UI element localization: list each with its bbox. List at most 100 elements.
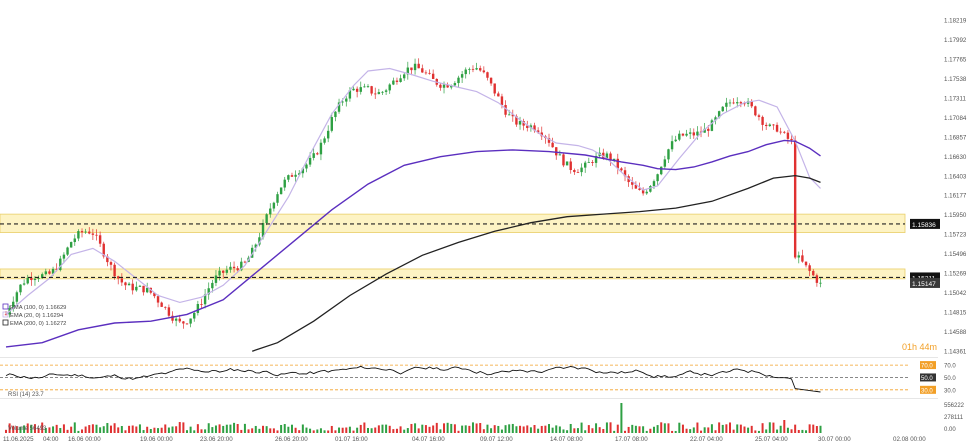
candle-body xyxy=(117,276,120,279)
candle-body xyxy=(631,182,634,185)
candle-body xyxy=(551,142,554,148)
volume-bar xyxy=(493,425,496,433)
candle-body xyxy=(605,153,609,159)
volume-bar xyxy=(272,428,275,433)
volume-bar xyxy=(580,422,583,433)
volume-bar xyxy=(464,425,467,433)
candle-body xyxy=(638,188,641,190)
volume-bar xyxy=(573,428,576,433)
volume-bar xyxy=(533,425,536,433)
candle-body xyxy=(565,161,569,166)
volume-bar xyxy=(363,422,366,433)
volume-bar xyxy=(725,424,728,433)
volume-bar xyxy=(634,425,637,433)
candle-body xyxy=(120,278,124,283)
legend-entry: EMA (100, 0) 1.16629 xyxy=(10,305,66,311)
candle-body xyxy=(645,191,648,194)
volume-bar xyxy=(739,424,742,433)
volume-bar xyxy=(88,425,91,433)
volume-bar xyxy=(95,424,98,433)
volume-bar xyxy=(613,430,616,433)
price-tick: 1.14361 xyxy=(944,348,967,355)
volume-bar xyxy=(819,425,822,433)
candle-body xyxy=(410,67,413,71)
volume-bar xyxy=(548,424,550,433)
candle-body xyxy=(330,117,333,131)
volume-bar xyxy=(138,424,141,433)
price-pane[interactable] xyxy=(0,58,906,352)
volume-axis-tick: 0.00 xyxy=(944,427,956,433)
volume-bar xyxy=(193,430,196,433)
price-tick: 1.15042 xyxy=(944,290,967,297)
bar-countdown: 01h 44m xyxy=(902,342,937,352)
candle-body xyxy=(229,266,232,270)
price-tick: 1.16403 xyxy=(944,173,967,180)
candle-body xyxy=(124,282,127,286)
candle-body xyxy=(457,77,460,84)
volume-bar xyxy=(414,423,417,433)
volume-bar xyxy=(519,425,522,433)
candle-body xyxy=(678,133,681,140)
volume-bar xyxy=(377,425,380,433)
time-tick: 11.06.2025 xyxy=(3,436,34,443)
volume-bar xyxy=(689,429,692,433)
volume-bar xyxy=(345,427,348,433)
volume-bar xyxy=(251,428,254,433)
candle-body xyxy=(323,138,326,143)
candle-body xyxy=(88,231,91,234)
volume-bar xyxy=(403,429,406,433)
volume-bar xyxy=(55,424,58,433)
price-axis[interactable]: 1.18219 1.17992 1.17765 1.17538 1.17311 1.170… xyxy=(944,18,967,356)
candle-body xyxy=(663,159,667,167)
price-tick: 1.14815 xyxy=(944,309,967,316)
volume-bar xyxy=(316,429,319,433)
time-tick: 04.07 16:00 xyxy=(412,436,445,443)
time-tick: 19.06 00:00 xyxy=(140,436,173,443)
volume-bar xyxy=(515,426,518,433)
candle-body xyxy=(819,282,822,284)
price-tick: 1.16630 xyxy=(944,154,967,161)
candle-body xyxy=(243,261,247,263)
candle-body xyxy=(489,77,493,84)
candle-body xyxy=(584,162,587,168)
candle-body xyxy=(446,84,449,88)
candle-body xyxy=(812,270,815,276)
candle-body xyxy=(779,131,782,133)
volume-bar xyxy=(207,423,210,433)
candle-body xyxy=(95,234,98,236)
volume-bar xyxy=(153,427,156,433)
volume-bar xyxy=(269,428,272,433)
volume-bar xyxy=(370,428,373,433)
volume-bar xyxy=(348,426,351,433)
candle-body xyxy=(37,277,40,279)
volume-bar xyxy=(526,425,529,433)
volume-pane[interactable]: 556222 278111 0.00 xyxy=(5,403,965,433)
volume-bar xyxy=(558,426,561,433)
volume-bar xyxy=(189,426,192,433)
volume-bar xyxy=(424,425,427,433)
time-axis[interactable]: 11.06.2025 04:00 16.06 00:00 19.06 00:00 23.… xyxy=(3,436,926,443)
volume-bar xyxy=(562,429,565,433)
candle-body xyxy=(602,152,605,159)
rsi-level-tag xyxy=(920,361,936,370)
candle-body xyxy=(392,80,395,85)
candle-body xyxy=(728,102,732,104)
volume-bar xyxy=(801,429,804,433)
volume-bar xyxy=(692,427,695,433)
volume-bar xyxy=(537,428,540,433)
volume-bar xyxy=(551,427,554,433)
volume-bar xyxy=(663,423,666,433)
candle-body xyxy=(497,93,500,97)
volume-bar xyxy=(128,425,131,433)
candle-body xyxy=(102,243,105,257)
volume-bar xyxy=(73,422,76,433)
volume-bar xyxy=(135,426,138,433)
volume-bar xyxy=(421,424,424,433)
rsi-pane[interactable]: 70.0 70.0 50.0 50.0 30.0 30.0 xyxy=(0,361,956,394)
time-tick: 26.06 20:00 xyxy=(275,436,308,443)
candle-body xyxy=(681,133,685,136)
volume-bar xyxy=(729,422,731,433)
volume-bar xyxy=(642,426,645,433)
